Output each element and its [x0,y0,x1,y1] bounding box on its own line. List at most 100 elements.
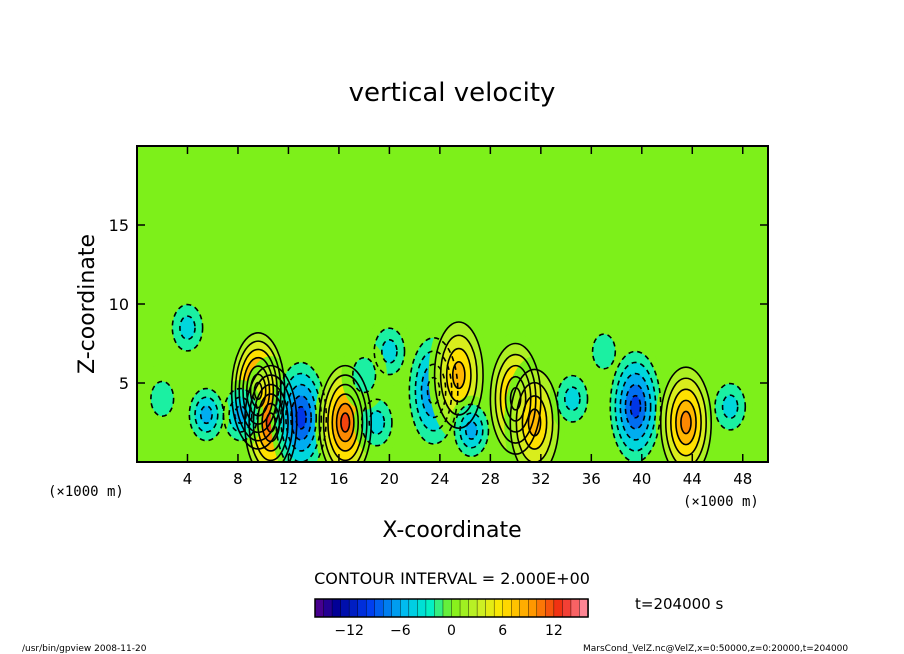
colorbar-bin [536,598,547,618]
y-tick-label: 5 [119,374,129,393]
colorbar-bin [340,598,350,618]
contour-line [591,333,617,370]
contour-line [521,395,548,450]
chart-title: vertical velocity [349,78,556,108]
colorbar-tick-label: 12 [545,623,563,639]
field-level [592,334,616,369]
colorbar-bin [493,598,504,618]
contour-line [275,361,328,462]
field-level [369,410,385,435]
time-label: t=204000 s [635,595,723,613]
colorbar-bin [357,598,367,618]
x-unit-left: (×1000 m) [48,484,124,500]
contour-line [249,373,267,409]
contour-line [340,412,351,433]
colorbar-tick-label: 6 [498,623,507,639]
contour-line [527,408,542,437]
x-tick-label: 24 [430,470,449,488]
x-tick-label: 20 [380,470,399,488]
colorbar-bin [331,598,342,618]
contour-line [331,393,360,452]
x-tick-label: 8 [233,470,243,488]
contour-line [360,398,393,447]
y-tick-label: 15 [109,216,129,235]
contour-line [420,363,447,419]
colorbar-bin [323,598,333,618]
colorbar-bin [545,598,555,618]
colorbar-bin [570,598,581,618]
contour-line [150,380,175,417]
field-level [200,405,213,424]
y-tick-label: 10 [109,295,129,314]
field-level [465,421,478,440]
colorbar [314,598,589,618]
contour-line [433,321,484,429]
contour-lines [150,303,747,462]
y-axis-label: Z-coordinate [75,234,100,374]
contour-line [494,353,537,444]
contour-line [265,412,276,433]
contour-line [609,350,662,462]
x-tick-label: 28 [481,470,500,488]
field-level [381,339,397,363]
field-level [179,316,196,340]
colorbar-bin [476,598,487,618]
contour-line [451,361,466,390]
colorbar-bin [553,598,564,618]
contour-line [327,383,364,462]
x-axis-label: X-coordinate [382,518,521,543]
colorbar-bin [400,598,410,618]
colorbar-bin [579,598,589,618]
field-level [722,395,738,419]
contour-line [680,410,692,435]
contour-line [194,396,219,433]
contour-line [426,376,441,405]
contour-line [714,382,747,431]
colorbar-tick-label: 0 [447,623,456,639]
colorbar-bin [374,598,384,618]
contour-line [322,374,368,462]
contour-line [675,399,697,446]
contour-line [629,394,642,419]
colorbar-bin [348,598,359,618]
contour-line [624,383,647,430]
contour-line [368,410,386,435]
contour-line [335,402,355,443]
colorbar-bin [459,598,470,618]
field-level [564,387,580,411]
contour-line [199,405,213,425]
field-level [296,406,307,429]
x-tick-label: 12 [279,470,298,488]
contour-line [228,396,253,433]
contour-line [556,374,589,423]
colorbar-ticks: −12 −6 0 6 12 [334,623,562,639]
contour-line [408,337,459,445]
contour-line [619,372,652,441]
colorbar-frame [314,598,589,618]
colorbar-bin [485,598,495,618]
x-tick-label: 32 [531,470,550,488]
x-unit-right: (×1000 m) [683,494,759,510]
plot-area [136,145,769,463]
colorbar-bin [391,598,402,618]
colorbar-bin [562,598,572,618]
colorbar-tick-label: −12 [334,623,364,639]
colorbar-bin [434,598,444,618]
contour-line [381,339,398,364]
contour-line [670,388,702,457]
field-level [680,411,692,434]
colorbar-tick-label: −6 [390,623,411,639]
footer-right: MarsCond_VelZ.nc@VelZ,x=0:50000,z=0:2000… [583,644,848,654]
colorbar-bin [365,598,376,618]
contour-line [352,356,377,394]
contour-line [318,364,372,462]
field-level [630,395,641,418]
contour-line [280,372,323,462]
contour-interval-label: CONTOUR INTERVAL = 2.000E+00 [314,569,590,588]
contour-line [261,402,281,443]
contour-line [721,394,739,420]
colorbar-bin [451,598,461,618]
contour-line [414,350,453,432]
x-tick-label: 4 [183,470,193,488]
x-tick-label: 44 [683,470,702,488]
